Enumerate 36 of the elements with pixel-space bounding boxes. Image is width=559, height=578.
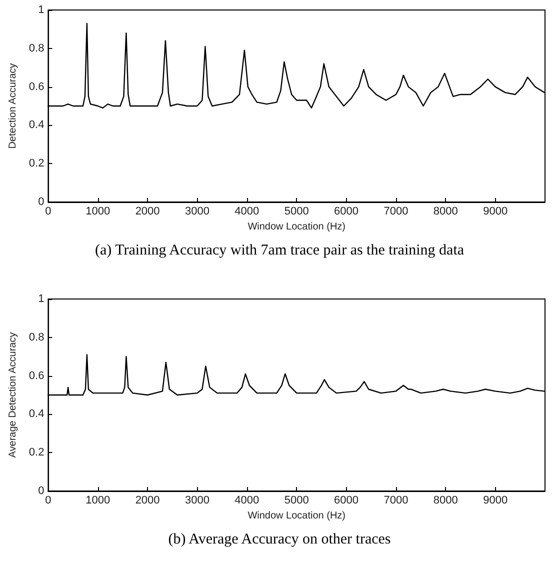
x-tick-label: 7000 (384, 494, 408, 506)
x-tick-label: 5000 (284, 206, 309, 218)
x-tick-label: 4000 (234, 494, 260, 506)
y-tick-label: 0.2 (28, 446, 44, 459)
y-tick-label: 1 (38, 293, 44, 305)
x-tick-label: 9000 (483, 206, 508, 218)
x-tick-label: 3000 (184, 206, 210, 218)
x-tick-label: 8000 (433, 494, 458, 506)
x-tick-label: 3000 (184, 494, 210, 506)
x-tick-label: 1000 (86, 494, 110, 506)
y-axis-title: Detection Accuracy (8, 63, 18, 149)
y-tick-label: 0.2 (28, 158, 44, 170)
y-tick-label: 0.6 (28, 80, 44, 93)
y-tick-label: 0.8 (28, 42, 44, 54)
x-tick-label: 6000 (334, 206, 359, 218)
x-tick-label: 4000 (234, 206, 260, 218)
x-axis-title: Window Location (Hz) (248, 510, 346, 522)
x-tick-label: 2000 (135, 494, 160, 506)
x-tick-label: 5000 (284, 494, 309, 506)
x-tick-label: 1000 (86, 206, 110, 218)
x-axis-title: Window Location (Hz) (248, 221, 346, 232)
text: (b) Average Accuracy on other traces (168, 532, 391, 548)
text: (a) Training Accuracy with 7am trace pair as the training data (94, 242, 464, 258)
y-tick-label: 0.8 (28, 331, 44, 344)
y-tick-label: 0.4 (28, 119, 44, 132)
x-tick-label: 7000 (384, 206, 408, 218)
x-tick-label: 2000 (135, 206, 160, 218)
y-tick-label: 0 (38, 196, 44, 208)
x-tick-label: 6000 (334, 494, 359, 506)
x-tick-label: 9000 (483, 494, 508, 506)
y-tick-label: 1 (38, 4, 44, 16)
y-axis-title: Average Detection Accuracy (8, 332, 18, 458)
x-tick-label: 8000 (433, 206, 458, 218)
y-tick-label: 0.4 (28, 408, 44, 420)
y-tick-label: 0.6 (28, 370, 44, 382)
y-tick-label: 0 (38, 485, 44, 497)
